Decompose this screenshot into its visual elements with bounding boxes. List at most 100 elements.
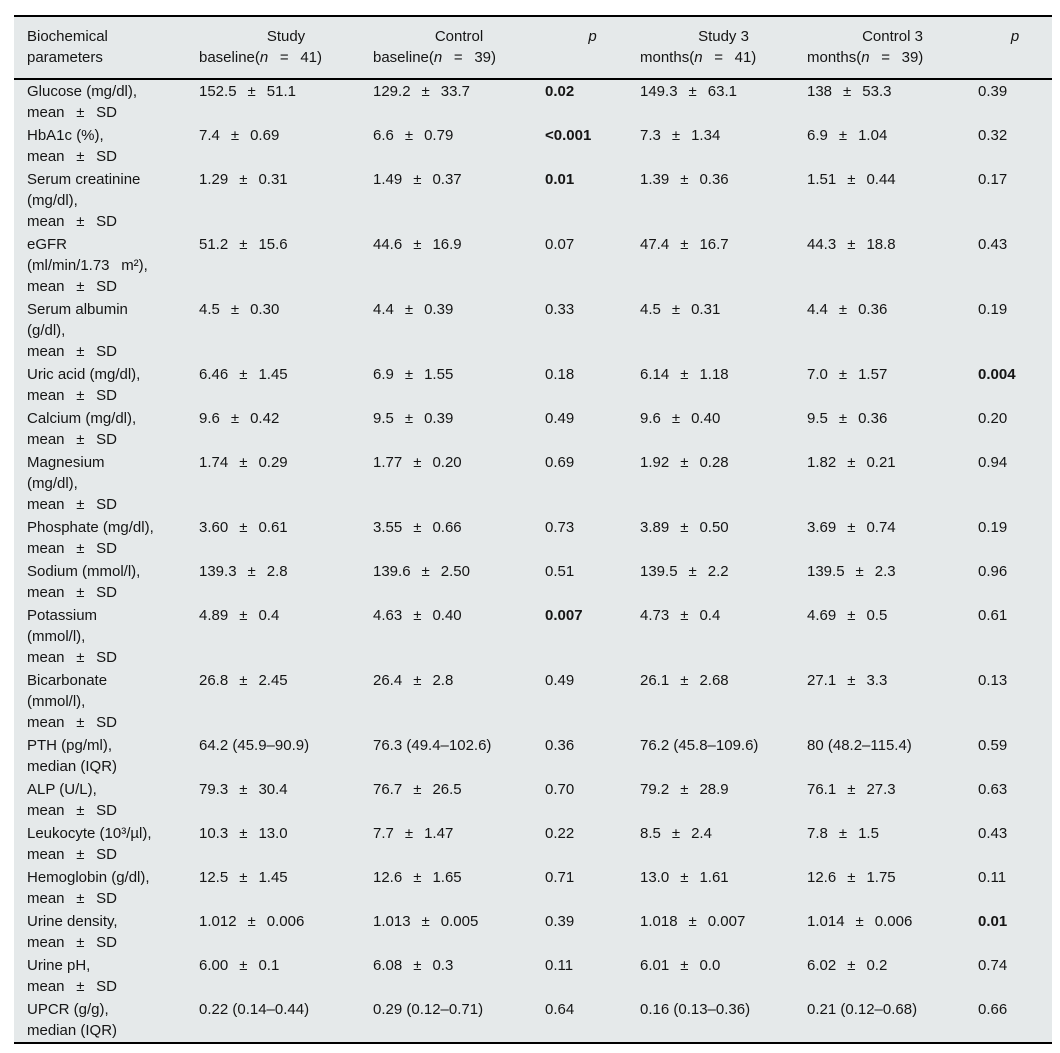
plus-minus-sign: ± <box>247 563 256 580</box>
sd-value: 2.45 <box>258 672 288 689</box>
plus-minus-sign: ± <box>239 869 248 886</box>
mean-sd-cell: 1.92 ±0.28 <box>640 451 807 516</box>
median-iqr-cell: 0.16 (0.13–0.36) <box>640 1001 751 1018</box>
sd-value: 1.45 <box>258 869 288 886</box>
sd-value: 1.18 <box>699 366 729 383</box>
plus-minus-sign: ± <box>680 171 689 188</box>
plus-minus-sign: ± <box>688 913 697 930</box>
mean-value: 7.7 <box>373 825 394 842</box>
mean-sd-cell: 7.0 ±1.57 <box>807 363 978 407</box>
mean-value: 139.6 <box>373 563 411 580</box>
sd-value: 16.7 <box>699 236 729 253</box>
header-text: months( <box>640 49 695 66</box>
mean-sd-cell: 3.69 ±0.74 <box>807 516 978 560</box>
header-text: baseline( <box>373 49 434 66</box>
col-header-p-3-months: p <box>978 17 1052 80</box>
plus-minus-sign: ± <box>230 301 240 318</box>
row-label-line: mean ± SD <box>27 978 117 995</box>
plus-minus-sign: ± <box>239 825 248 842</box>
row-label-line: Potassium <box>27 607 98 624</box>
sd-value: 0.39 <box>424 410 454 427</box>
row-label: Bicarbonate (mmol/l), mean ± SD <box>14 669 199 734</box>
sd-value: 0.40 <box>691 410 721 427</box>
row-label-line: mean ± SD <box>27 934 117 951</box>
sd-value: 0.20 <box>432 454 462 471</box>
mean-sd-cell: 1.013 ±0.005 <box>373 910 545 954</box>
sd-value: 0.74 <box>866 519 896 536</box>
mean-sd-cell: 1.82 ±0.21 <box>807 451 978 516</box>
sd-value: 0.28 <box>699 454 729 471</box>
mean-sd-cell: 1.51 ±0.44 <box>807 168 978 233</box>
sd-value: 0.37 <box>432 171 462 188</box>
sd-value: 0.2 <box>866 957 888 974</box>
plus-minus-sign: ± <box>239 519 248 536</box>
plus-minus-sign: ± <box>847 869 856 886</box>
mean-sd-cell: 152.5 ±51.1 <box>199 79 373 124</box>
mean-value: 6.6 <box>373 127 394 144</box>
sd-value: 2.8 <box>266 563 288 580</box>
mean-sd-cell: 44.6 ±16.9 <box>373 233 545 298</box>
sd-value: 30.4 <box>258 781 288 798</box>
plus-minus-sign: ± <box>688 83 697 100</box>
table-row: ALP (U/L), mean ± SD 79.3 ±30.4 76.7 ±26.5 0.7… <box>14 778 1052 822</box>
header-text: = 41) <box>268 49 322 66</box>
p-value-cell: 0.61 <box>978 607 1008 624</box>
header-line: Study 3 <box>698 28 749 45</box>
mean-value: 1.92 <box>640 454 670 471</box>
header-line: parameters <box>27 49 103 66</box>
row-label: Sodium (mmol/l), mean ± SD <box>14 560 199 604</box>
mean-sd-cell: 7.8 ±1.5 <box>807 822 978 866</box>
row-label-line: (mg/dl), <box>27 475 78 492</box>
sd-value: 1.61 <box>699 869 729 886</box>
mean-value: 76.1 <box>807 781 837 798</box>
sd-value: 0.30 <box>250 301 280 318</box>
mean-sd-cell: 1.39 ±0.36 <box>640 168 807 233</box>
mean-value: 3.89 <box>640 519 670 536</box>
row-label-line: Serum creatinine <box>27 171 141 188</box>
p-value-cell: 0.69 <box>545 454 575 471</box>
plus-minus-sign: ± <box>413 454 422 471</box>
median-iqr-cell: 76.3 (49.4–102.6) <box>373 737 492 754</box>
mean-sd-cell: 6.9 ±1.55 <box>373 363 545 407</box>
table-row: Leukocyte (10³/µl), mean ± SD 10.3 ±13.0 7.7… <box>14 822 1052 866</box>
row-label-line: HbA1c (%), <box>27 127 104 144</box>
p-value-cell: 0.96 <box>978 563 1008 580</box>
sd-value: 13.0 <box>258 825 288 842</box>
mean-sd-cell: 7.7 ±1.47 <box>373 822 545 866</box>
sd-value: 0.79 <box>424 127 454 144</box>
sd-value: 51.1 <box>266 83 296 100</box>
col-header-p-baseline: p <box>545 17 640 80</box>
plus-minus-sign: ± <box>838 366 848 383</box>
sd-value: 1.57 <box>858 366 888 383</box>
p-label: p <box>1010 28 1020 45</box>
row-label-line: mean ± SD <box>27 213 117 230</box>
p-value-cell: 0.64 <box>545 1001 575 1018</box>
header-text: = 41) <box>702 49 757 66</box>
mean-sd-cell: 1.012 ±0.006 <box>199 910 373 954</box>
p-label: p <box>588 28 597 45</box>
row-label: Calcium (mg/dl), mean ± SD <box>14 407 199 451</box>
header-line: months(n = 41) <box>640 47 807 68</box>
plus-minus-sign: ± <box>838 410 848 427</box>
median-iqr-cell: 64.2 (45.9–90.9) <box>199 737 310 754</box>
mean-sd-cell: 6.08 ±0.3 <box>373 954 545 998</box>
median-iqr-cell: 0.29 (0.12–0.71) <box>373 1001 484 1018</box>
mean-sd-cell: 4.4 ±0.36 <box>807 298 978 363</box>
row-label: ALP (U/L), mean ± SD <box>14 778 199 822</box>
sd-value: 0.4 <box>699 607 721 624</box>
sd-value: 0.21 <box>866 454 896 471</box>
sd-value: 0.40 <box>432 607 462 624</box>
mean-value: 1.29 <box>199 171 229 188</box>
plus-minus-sign: ± <box>413 519 422 536</box>
mean-value: 6.9 <box>373 366 394 383</box>
mean-sd-cell: 27.1 ±3.3 <box>807 669 978 734</box>
mean-sd-cell: 26.4 ±2.8 <box>373 669 545 734</box>
sd-value: 15.6 <box>258 236 288 253</box>
p-value-cell: 0.11 <box>978 869 1007 886</box>
sd-value: 1.65 <box>432 869 462 886</box>
plus-minus-sign: ± <box>404 301 414 318</box>
row-label-line: Urine density, <box>27 913 118 930</box>
sd-value: 0.1 <box>258 957 280 974</box>
mean-value: 7.8 <box>807 825 828 842</box>
header-text: = 39) <box>442 49 496 66</box>
